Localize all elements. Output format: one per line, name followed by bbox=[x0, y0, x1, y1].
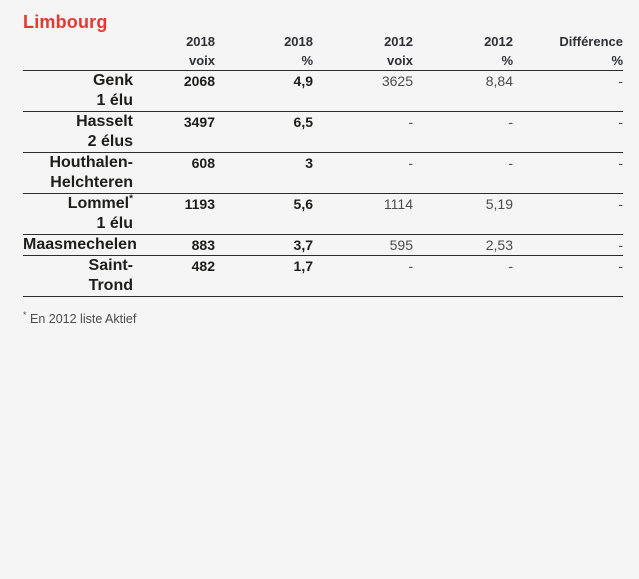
header-line2: voix bbox=[188, 53, 215, 68]
difference-cell: - bbox=[513, 70, 623, 112]
header-line2: voix bbox=[386, 53, 413, 68]
municipality-cell: Lommel* 1 élu bbox=[23, 193, 133, 235]
header-difference: Différence % bbox=[513, 32, 623, 71]
difference-cell: - bbox=[513, 255, 623, 297]
voix-2018-cell: 3497 bbox=[133, 111, 215, 153]
header-municipality bbox=[23, 32, 133, 71]
voix-2018-cell: 2068 bbox=[133, 70, 215, 112]
municipality-name: Genk bbox=[23, 71, 133, 91]
voix-2018-cell: 482 bbox=[133, 255, 215, 297]
difference-cell: - bbox=[513, 152, 623, 194]
header-line1: 2012 bbox=[384, 34, 413, 49]
header-line1: 2018 bbox=[186, 34, 215, 49]
pct-2018-cell: 4,9 bbox=[215, 70, 313, 112]
pct-2012-cell: 2,53 bbox=[413, 234, 513, 256]
table-body: Genk 1 élu 2068 4,9 3625 8,84 - Hasselt … bbox=[23, 70, 623, 297]
pct-2018-cell: 5,6 bbox=[215, 193, 313, 235]
municipality-name-text: Maasmechelen bbox=[23, 236, 137, 253]
elected-count: 2 élus bbox=[87, 133, 133, 150]
municipality-name: Hasselt bbox=[23, 112, 133, 132]
voix-2018-cell: 883 bbox=[133, 234, 215, 256]
difference-cell: - bbox=[513, 234, 623, 256]
pct-2012-cell: - bbox=[413, 111, 513, 153]
pct-2018-cell: 6,5 bbox=[215, 111, 313, 153]
voix-2012-cell: 3625 bbox=[313, 70, 413, 112]
table-row-hasselt: Hasselt 2 élus 3497 6,5 - - - bbox=[23, 111, 623, 153]
voix-2012-cell: - bbox=[313, 111, 413, 153]
pct-2018-cell: 1,7 bbox=[215, 255, 313, 297]
municipality-cell: Saint- Trond bbox=[23, 255, 133, 297]
table-row-saint-trond: Saint- Trond 482 1,7 - - - bbox=[23, 255, 623, 297]
page-title: Limbourg bbox=[23, 12, 108, 32]
header-2018-pct: 2018 % bbox=[215, 32, 313, 71]
header-line1: Différence bbox=[559, 34, 623, 49]
results-table: 2018 voix 2018 % 2012 voix 2012 % Différ… bbox=[23, 32, 623, 297]
municipality-name-wrap: Trond bbox=[88, 277, 133, 294]
header-2012-pct: 2012 % bbox=[413, 32, 513, 71]
pct-2018-cell: 3 bbox=[215, 152, 313, 194]
footnote-text: En 2012 liste Aktief bbox=[30, 312, 137, 326]
table-row-houthalen-helchteren: Houthalen- Helchteren 608 3 - - - bbox=[23, 152, 623, 194]
table-header: 2018 voix 2018 % 2012 voix 2012 % Différ… bbox=[23, 32, 623, 71]
municipality-name: Maasmechelen bbox=[23, 235, 137, 255]
voix-2012-cell: 595 bbox=[313, 234, 413, 256]
header-line2: % bbox=[301, 53, 313, 68]
municipality-name-text: Houthalen- bbox=[49, 154, 133, 171]
table-row-lommel: Lommel* 1 élu 1193 5,6 1114 5,19 - bbox=[23, 193, 623, 235]
voix-2018-cell: 608 bbox=[133, 152, 215, 194]
voix-2012-cell: - bbox=[313, 152, 413, 194]
footnote-star: * bbox=[23, 309, 27, 320]
municipality-name: Houthalen- bbox=[23, 153, 133, 173]
municipality-cell: Hasselt 2 élus bbox=[23, 111, 133, 153]
municipality-name-text: Hasselt bbox=[76, 113, 133, 130]
voix-2018-cell: 1193 bbox=[133, 193, 215, 235]
elected-count: 1 élu bbox=[96, 215, 133, 232]
table-row-genk: Genk 1 élu 2068 4,9 3625 8,84 - bbox=[23, 70, 623, 112]
municipality-cell: Houthalen- Helchteren bbox=[23, 152, 133, 194]
municipality-name-text: Saint- bbox=[88, 257, 133, 274]
header-line1: 2012 bbox=[484, 34, 513, 49]
municipality-name-wrap: Helchteren bbox=[50, 174, 133, 191]
footnote: * En 2012 liste Aktief bbox=[23, 297, 623, 327]
difference-cell: - bbox=[513, 193, 623, 235]
table-row-maasmechelen: Maasmechelen 883 3,7 595 2,53 - bbox=[23, 234, 623, 256]
municipality-cell: Maasmechelen bbox=[23, 234, 137, 256]
municipality-name-text: Genk bbox=[92, 72, 133, 89]
header-line2: % bbox=[501, 53, 513, 68]
municipality-cell: Genk 1 élu bbox=[23, 70, 133, 112]
municipality-name: Lommel* bbox=[23, 194, 133, 214]
voix-2012-cell: 1114 bbox=[313, 193, 413, 235]
header-2018-voix: 2018 voix bbox=[133, 32, 215, 71]
footnote-marker: * bbox=[129, 193, 133, 205]
pct-2012-cell: - bbox=[413, 152, 513, 194]
municipality-name: Saint- bbox=[23, 256, 133, 276]
municipality-name-text: Lommel bbox=[67, 195, 130, 212]
pct-2012-cell: 8,84 bbox=[413, 70, 513, 112]
header-2012-voix: 2012 voix bbox=[313, 32, 413, 71]
header-line2: % bbox=[611, 53, 623, 68]
page-container: Limbourg 2018 voix 2018 % 2012 voix bbox=[23, 12, 623, 327]
difference-cell: - bbox=[513, 111, 623, 153]
pct-2018-cell: 3,7 bbox=[215, 234, 313, 256]
pct-2012-cell: 5,19 bbox=[413, 193, 513, 235]
header-line1: 2018 bbox=[284, 34, 313, 49]
elected-count: 1 élu bbox=[96, 92, 133, 109]
voix-2012-cell: - bbox=[313, 255, 413, 297]
pct-2012-cell: - bbox=[413, 255, 513, 297]
